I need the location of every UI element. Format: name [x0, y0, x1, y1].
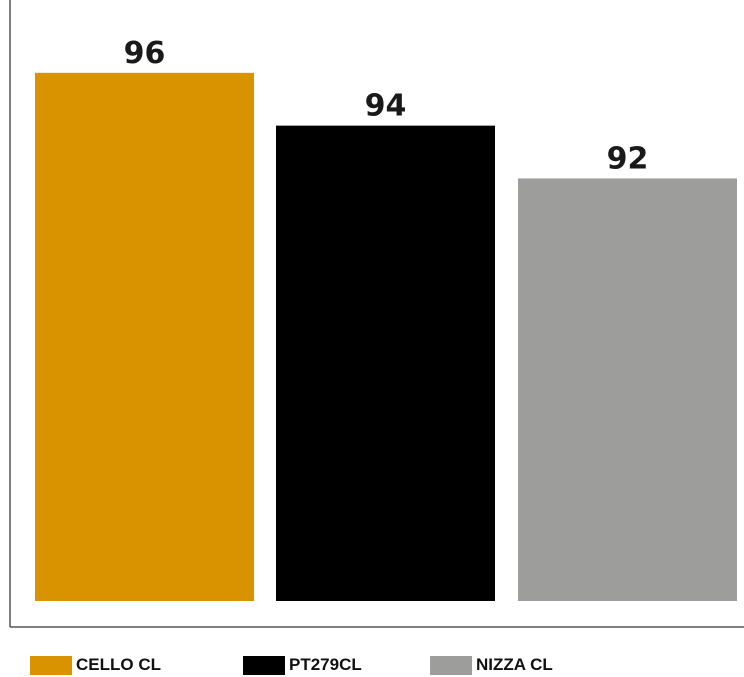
legend-swatch-pt279cl	[243, 655, 285, 675]
legend-label-cello-cl: CELLO CL	[76, 655, 161, 674]
value-label-nizza-cl: 92	[607, 141, 649, 176]
legend-swatch-nizza-cl	[430, 655, 472, 675]
legend-label-nizza-cl: NIZZA CL	[476, 655, 553, 674]
bar-cello-cl	[35, 72, 254, 602]
bars-group	[35, 72, 737, 602]
legend: CELLO CL PT279CL NIZZA CL	[0, 653, 744, 677]
legend-swatch-cello-cl	[30, 655, 72, 675]
legend-label-pt279cl: PT279CL	[289, 655, 362, 674]
legend-item-pt279cl: PT279CL	[243, 653, 362, 677]
value-label-pt279cl: 94	[365, 89, 407, 124]
legend-item-nizza-cl: NIZZA CL	[430, 653, 553, 677]
legend-item-cello-cl: CELLO CL	[30, 653, 161, 677]
value-labels-group: 96 94 92	[124, 36, 649, 177]
bar-pt279cl	[276, 125, 495, 602]
bar-nizza-cl	[518, 178, 737, 602]
value-label-cello-cl: 96	[124, 36, 166, 71]
